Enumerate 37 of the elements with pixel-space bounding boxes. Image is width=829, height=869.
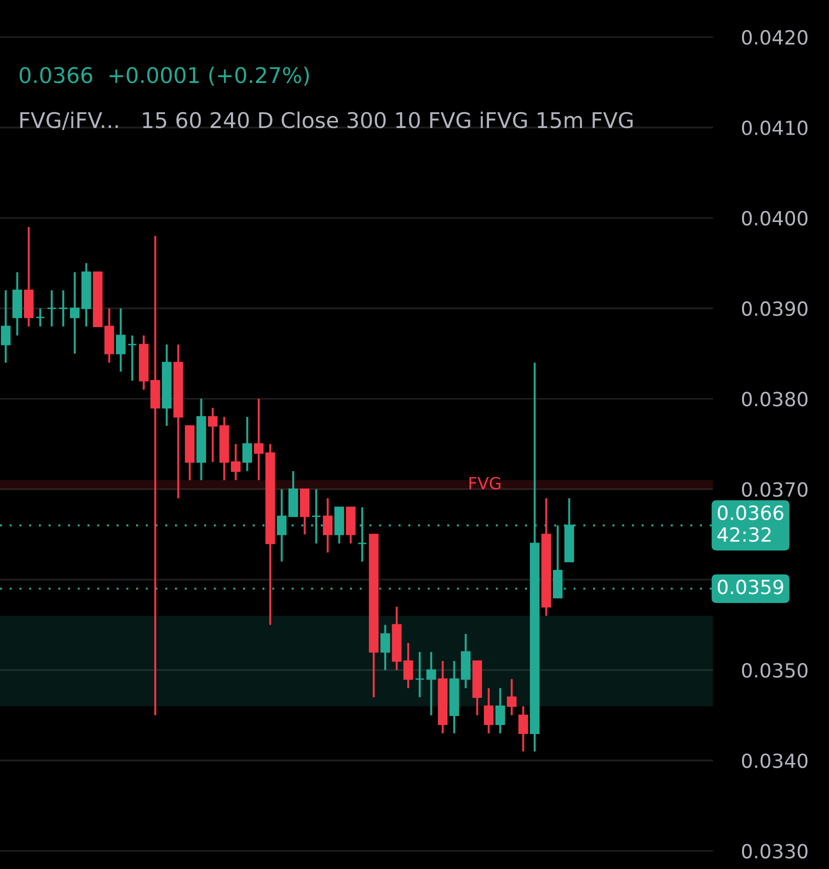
candlestick — [242, 416, 252, 472]
candlestick — [276, 488, 287, 563]
candlestick — [35, 307, 46, 328]
candlestick — [150, 235, 160, 716]
candlestick — [208, 406, 218, 464]
y-tick-label: 0.0390 — [742, 301, 808, 316]
candlestick — [0, 289, 11, 364]
candlestick — [116, 307, 126, 373]
y-tick-label: 0.0410 — [742, 120, 808, 136]
y-tick-label: 0.0400 — [742, 210, 808, 226]
y-tick-label: 0.0340 — [742, 753, 808, 768]
candlestick — [506, 678, 517, 716]
candlestick — [58, 289, 68, 328]
candlestick — [495, 687, 506, 734]
candlestick — [518, 705, 528, 752]
candlestick — [414, 651, 425, 698]
band-label: FVG — [469, 476, 500, 490]
y-tick-label: 0.0330 — [742, 844, 808, 859]
candlestick — [70, 271, 80, 355]
candlestick — [230, 443, 241, 482]
y-tick-label: 0.0350 — [742, 663, 808, 678]
candlestick — [426, 651, 436, 716]
candlestick — [127, 334, 138, 382]
candlestick — [403, 642, 414, 690]
y-tick-label: 0.0380 — [742, 392, 808, 406]
ref-line-label: 0.0359 — [718, 580, 784, 594]
y-tick-label: 0.0420 — [742, 30, 808, 45]
candlestick — [322, 497, 333, 554]
candlestick — [484, 687, 494, 734]
y-tick-label: 0.0370 — [742, 482, 808, 497]
annotation: FVG/iFV... 15 60 240 D Close 300 10 FVG iFVG 15m FVG — [20, 112, 633, 130]
candlestick — [311, 488, 322, 544]
candlestick — [254, 398, 264, 482]
ref-line-label: 0.0366 42:32 — [717, 505, 784, 542]
candlestick — [46, 289, 57, 328]
candlestick — [380, 624, 390, 672]
text: 0.0366 +0.0001 (+0.27%) — [20, 66, 309, 86]
